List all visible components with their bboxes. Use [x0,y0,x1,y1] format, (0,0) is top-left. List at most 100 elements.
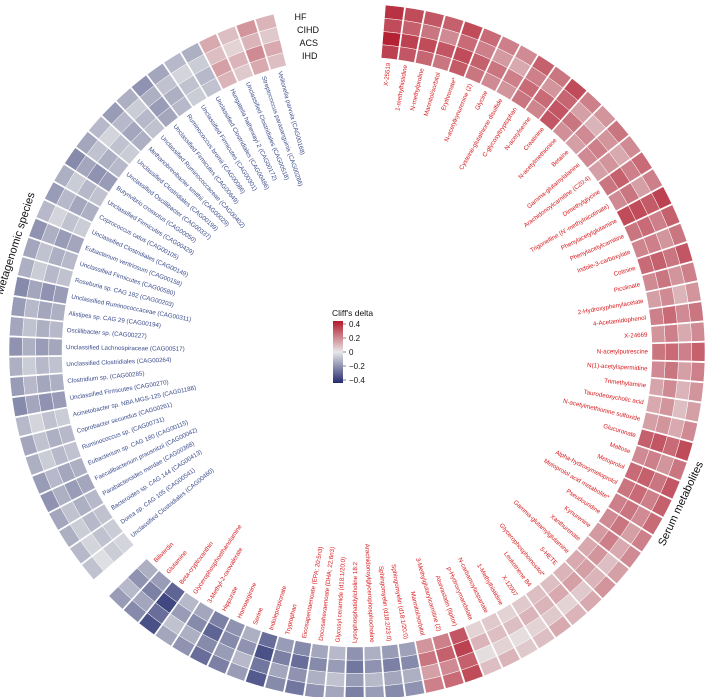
item-label: N(1)-acetylspermidine [587,362,648,373]
item-label: Mannitol/sorbitol [423,72,442,117]
heatmap-cell [636,428,655,450]
heatmap-cell [636,254,655,275]
legend-tick-label: −0.4 [349,376,365,385]
heatmap-cell [687,301,704,323]
item-label: Sphingomyelin (d18:2/23:0) [377,566,392,642]
item-label: X-12007 [500,574,519,598]
heatmap-cell [49,373,65,392]
heatmap-cell [616,205,637,227]
item-label: Oscillibacter sp. (CAG00227) [67,327,147,340]
heatmap-cell [364,672,384,687]
legend-ticks: 0.4 0.2 0 −0.2 −0.4 [343,320,365,385]
item-label: Picolinate [613,281,641,294]
item-label: C-glycosyltryptophan [481,106,519,159]
item-label: 3-Methyl-2-oxovalerate [206,546,244,605]
heatmap-cell [607,189,628,212]
heatmap-cell [645,395,663,415]
item-label: Betaine [550,149,570,169]
heatmap-cell [75,473,96,495]
heatmap-cell [327,658,346,674]
heatmap-cell [510,594,533,616]
heatmap-cell [156,106,179,128]
heatmap-cell [216,69,238,90]
heatmap-cell [177,591,200,613]
item-label: Serine [252,606,265,626]
heatmap-cells [8,4,706,697]
item-label: Lysophosphatidylcholine 18:2 [352,561,360,643]
heatmap-cell [50,302,67,322]
item-label: 2-Hydroxyphenylacetate [577,298,644,317]
heatmap-cell [674,380,691,401]
heatmap-cell [37,300,53,320]
heatmap-cell [480,71,502,92]
heatmap-cell [415,637,435,655]
heatmap-cell [22,317,38,338]
heatmap-cell [691,342,706,362]
heatmap-cell [72,217,92,239]
heatmap-cell [650,325,666,343]
heatmap-cell [324,685,345,697]
heatmap-cell [661,305,678,325]
heatmap-cell [448,626,470,646]
heatmap-cell [149,570,172,592]
heatmap-cell [674,303,691,324]
heatmap-cell [107,156,130,179]
heatmap-cell [539,573,562,595]
heatmap-cell [130,129,153,152]
item-label: Hippurate [221,585,240,613]
item-label: Glucuronate [602,423,637,440]
heatmap-cell [663,324,679,343]
heatmap-cell [381,31,402,47]
item-label: Biliverdin [153,541,176,564]
item-label: Sphingomyelin (d18:1/20:0) [390,564,410,640]
heatmap-cell [22,375,39,396]
heatmap-cell [607,492,629,515]
heatmap-cell [363,645,382,661]
item-label: 5-HETE [538,546,558,567]
heatmap-cell [48,356,63,374]
heatmap-cell [36,374,52,394]
heatmap-cell [143,117,166,140]
heatmap-cell [249,57,271,76]
item-label: Metoprolol [596,453,625,471]
item-label: Unclassified Clostridiales (CAG00264) [66,357,171,368]
heatmap-cell [650,360,666,379]
heatmap-cell [480,612,502,633]
heatmap-cell [464,64,486,85]
heatmap-cell [641,272,659,292]
heatmap-cell [35,356,50,375]
heatmap-cell [587,521,610,544]
heatmap-cell [54,407,72,428]
heatmap-cell [57,424,76,445]
heatmap-cell [79,201,100,223]
heatmap-cell [8,336,23,357]
heatmap-cell [677,361,692,381]
heatmap-cell [564,133,587,155]
heatmap-cell [431,53,452,72]
item-label: X-24669 [624,332,648,340]
heatmap-cell [576,535,599,558]
heatmap-cell [306,669,327,686]
heatmap-cell [525,584,548,606]
heatmap-cell [92,503,114,526]
heatmap-cell [663,361,679,380]
heatmap-cell [22,356,37,376]
item-label: N-acetylmethionine [517,137,559,181]
heatmap-cell [112,532,135,554]
item-label: Trimethylamine [604,378,647,390]
heatmap-cell [232,63,254,83]
heatmap-cell [9,316,25,337]
heatmap-cell [690,362,706,382]
heatmap-cell [224,618,246,638]
item-label: N-acetylputrescine [597,349,649,356]
legend-tick-label: −0.2 [349,362,365,371]
heatmap-cell [163,581,186,603]
heatmap-cell [495,79,518,101]
heatmap-cell [630,445,650,466]
heatmap-cell [9,376,26,397]
heatmap-cell [648,307,665,326]
heatmap-cell [664,342,679,361]
heatmap-cell [170,95,193,117]
heatmap-cell [398,46,417,63]
item-label: Erythronate* [440,76,458,111]
